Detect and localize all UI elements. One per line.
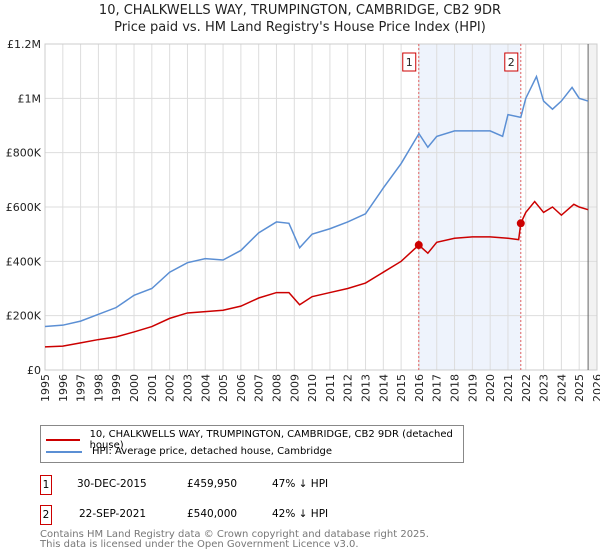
x-tick-label: 2022: [520, 374, 533, 402]
x-tick-label: 1998: [92, 374, 105, 402]
plot-border: [44, 43, 598, 371]
x-tick-label: 1995: [39, 374, 52, 402]
y-tick-label: £0: [27, 364, 41, 377]
y-tick-label: £200K: [6, 310, 42, 323]
x-tick-label: 2006: [235, 374, 248, 402]
transaction-row: 2 22-SEP-2021 £540,000 42% ↓ HPI: [40, 505, 440, 525]
x-tick-label: 2016: [413, 374, 426, 402]
y-tick-label: £800K: [6, 147, 42, 160]
sale-marker-label: 1: [406, 56, 413, 69]
transaction-marker: 1: [40, 475, 52, 495]
y-tick-label: £400K: [6, 255, 42, 268]
sale-marker-box: [504, 52, 519, 72]
chart-subtitle: Price paid vs. HM Land Registry's House …: [114, 20, 486, 35]
transaction-row: 1 30-DEC-2015 £459,950 47% ↓ HPI: [40, 475, 440, 495]
sale-point: [516, 219, 525, 228]
x-tick-label: 2000: [128, 374, 141, 402]
x-tick-label: 2019: [466, 374, 479, 402]
x-tick-label: 1999: [110, 374, 123, 402]
sale-marker-label: 2: [508, 56, 515, 69]
x-tick-label: 2002: [164, 374, 177, 402]
series-line: [44, 74, 589, 328]
x-tick-label: 2026: [591, 374, 600, 402]
transaction-date: 22-SEP-2021: [79, 508, 147, 520]
y-tick-label: £1.2M: [7, 38, 41, 51]
x-tick-label: 2017: [431, 374, 444, 402]
transaction-hpi: 42% ↓ HPI: [272, 508, 329, 520]
transaction-price: £459,950: [187, 478, 238, 490]
x-tick-label: 2010: [306, 374, 319, 402]
x-tick-label: 2013: [360, 374, 373, 402]
x-tick-label: 1996: [57, 374, 70, 402]
footer: Contains HM Land Registry data © Crown c…: [40, 530, 429, 550]
x-tick-label: 2007: [253, 374, 266, 402]
x-tick-label: 2024: [555, 374, 568, 402]
legend-blue-line: [46, 450, 82, 453]
x-tick-label: 2008: [270, 374, 283, 402]
transaction-hpi: 47% ↓ HPI: [272, 478, 329, 490]
x-tick-label: 2018: [449, 374, 462, 402]
x-tick-label: 2023: [538, 374, 551, 402]
chart-title: 10, CHALKWELLS WAY, TRUMPINGTON, CAMBRID…: [98, 3, 502, 18]
price-chart: 1995 1996 1997 1998 1999 2000 2001 2002 2003 2004…: [6, 38, 600, 402]
x-tick-label: 2020: [484, 374, 497, 402]
x-tick-label: 2005: [217, 374, 230, 402]
x-tick-label: 2004: [199, 374, 212, 402]
legend-hpi: HPI: Average price, detached house, Camb…: [92, 446, 333, 457]
y-tick-label: £600K: [6, 201, 42, 214]
sale-marker-box: [402, 52, 417, 72]
x-tick-label: 2003: [181, 374, 194, 402]
transaction-marker: 2: [40, 505, 52, 525]
x-tick-label: 2025: [573, 374, 586, 402]
x-tick-label: 2021: [502, 374, 515, 402]
legend: 10, CHALKWELLS WAY, TRUMPINGTON, CAMBRID…: [40, 425, 464, 463]
transaction-date: 30-DEC-2015: [77, 478, 147, 490]
series-line: [44, 200, 589, 348]
x-tick-label: 2001: [146, 374, 159, 402]
legend-property: 10, CHALKWELLS WAY, TRUMPINGTON, CAMBRID…: [89, 429, 453, 451]
x-tick-label: 2011: [324, 374, 337, 402]
x-tick-label: 2009: [288, 374, 301, 402]
footer-copyright: Contains HM Land Registry data © Crown c…: [40, 529, 429, 540]
legend-red-line: [46, 439, 80, 441]
transaction-price: £540,000: [187, 508, 238, 520]
x-tick-label: 2014: [377, 374, 390, 402]
x-tick-label: 2012: [342, 374, 355, 402]
x-tick-label: 1997: [75, 374, 88, 402]
x-tick-label: 2015: [395, 374, 408, 402]
y-tick-label: £1M: [18, 92, 42, 105]
sale-point: [414, 241, 423, 250]
footer-licence: This data is licensed under the Open Gov…: [40, 539, 359, 550]
